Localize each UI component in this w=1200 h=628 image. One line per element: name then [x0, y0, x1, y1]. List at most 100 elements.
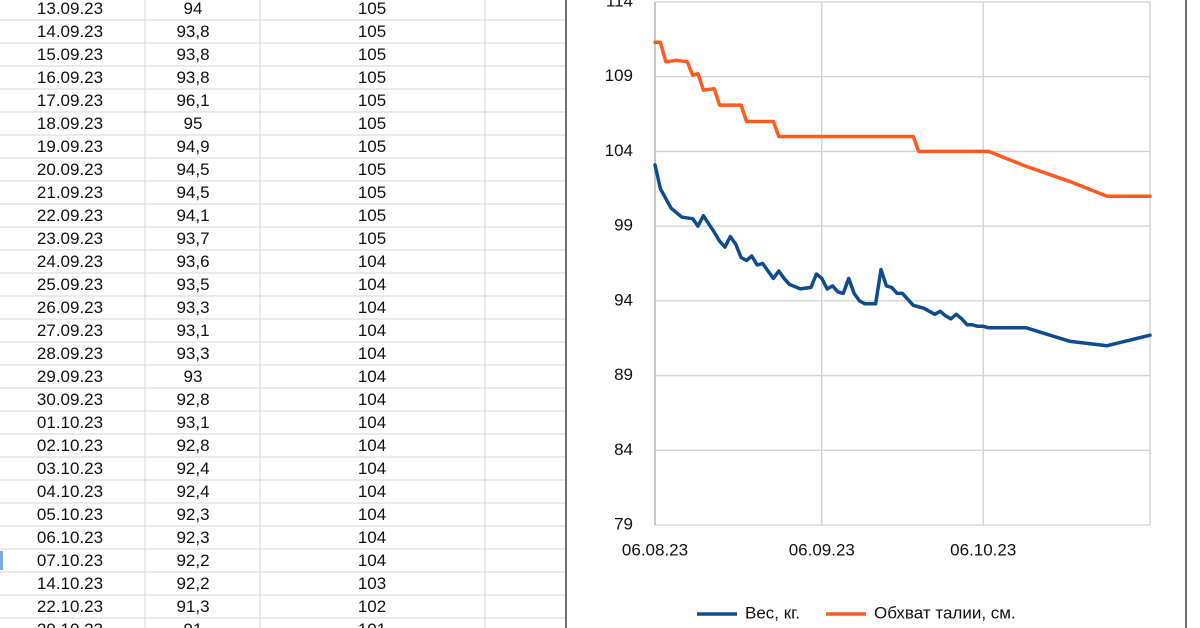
- cell-text: 101: [358, 620, 386, 628]
- cell-text: 94,9: [176, 137, 209, 156]
- cell-text: 104: [358, 528, 386, 547]
- cell-text: 104: [358, 551, 386, 570]
- cell-text: 22.09.23: [37, 206, 103, 225]
- cell-text: 104: [358, 344, 386, 363]
- cell-text: 93: [184, 367, 203, 386]
- cell-text: 94: [184, 0, 203, 18]
- cell-text: 91: [184, 620, 203, 628]
- cell-text: 19.09.23: [37, 137, 103, 156]
- cell-text: 29.10.23: [37, 620, 103, 628]
- cell-text: 93,3: [176, 344, 209, 363]
- x-tick-label: 06.08.23: [622, 540, 688, 559]
- cell-text: 14.10.23: [37, 574, 103, 593]
- cell-text: 104: [358, 413, 386, 432]
- cell-text: 14.09.23: [37, 22, 103, 41]
- cell-text: 93,1: [176, 321, 209, 340]
- cell-text: 92,2: [176, 551, 209, 570]
- cell-text: 06.10.23: [37, 528, 103, 547]
- cell-text: 94,5: [176, 183, 209, 202]
- cell-text: 96,1: [176, 91, 209, 110]
- cell-text: 93,8: [176, 22, 209, 41]
- y-tick-label: 89: [614, 365, 633, 384]
- cell-text: 105: [358, 0, 386, 18]
- cell-text: 93,3: [176, 298, 209, 317]
- chart: 79 84 89 94 99 104 109 114 06.08.23 06.09.23 06.10…: [605, 0, 1152, 622]
- y-tick-label: 114: [606, 0, 633, 10]
- cell-text: 104: [358, 252, 386, 271]
- cell-text: 93,5: [176, 275, 209, 294]
- cell-text: 03.10.23: [37, 459, 103, 478]
- cell-text: 21.09.23: [37, 183, 103, 202]
- spreadsheet: 13.09.23 94 105 14.09.23 93,8 105 15.09.23 93,8…: [0, 0, 566, 628]
- cell-text: 92,4: [176, 459, 209, 478]
- cell-text: 105: [358, 114, 386, 133]
- legend-label: Вес, кг.: [745, 603, 800, 622]
- cell-text: 20.09.23: [37, 160, 103, 179]
- cell-text: 04.10.23: [37, 482, 103, 501]
- cell-text: 102: [358, 597, 386, 616]
- x-tick-label: 06.09.23: [789, 540, 855, 559]
- cell-text: 28.09.23: [37, 344, 103, 363]
- cell-text: 105: [358, 183, 386, 202]
- cell-text: 104: [358, 298, 386, 317]
- y-tick-label: 79: [614, 514, 633, 533]
- cell-text: 13.09.23: [37, 0, 103, 18]
- cell-text: 92,3: [176, 505, 209, 524]
- cell-text: 22.10.23: [37, 597, 103, 616]
- cell-text: 93,8: [176, 68, 209, 87]
- cell-text: 02.10.23: [37, 436, 103, 455]
- cell-text: 94,5: [176, 160, 209, 179]
- cell-text: 91,3: [176, 597, 209, 616]
- cell-text: 104: [358, 505, 386, 524]
- cell-text: 17.09.23: [37, 91, 103, 110]
- cell-text: 15.09.23: [37, 45, 103, 64]
- cell-text: 29.09.23: [37, 367, 103, 386]
- y-tick-label: 94: [614, 290, 633, 309]
- cell-text: 93,1: [176, 413, 209, 432]
- legend-label: Обхват талии, см.: [874, 603, 1016, 622]
- cell-text: 05.10.23: [37, 505, 103, 524]
- y-tick-label: 99: [614, 216, 633, 235]
- cell-text: 105: [358, 229, 386, 248]
- cell-text: 93,7: [176, 229, 209, 248]
- cell-text: 103: [358, 574, 386, 593]
- cell-text: 27.09.23: [37, 321, 103, 340]
- cell-text: 104: [358, 275, 386, 294]
- cell-text: 25.09.23: [37, 275, 103, 294]
- cell-text: 105: [358, 160, 386, 179]
- cell-text: 94,1: [176, 206, 209, 225]
- cell-text: 93,6: [176, 252, 209, 271]
- cell-text: 105: [358, 137, 386, 156]
- cell-text: 24.09.23: [37, 252, 103, 271]
- y-tick-label: 109: [605, 66, 633, 85]
- chart-frame: [565, 0, 1187, 628]
- y-tick-label: 84: [614, 440, 633, 459]
- x-tick-label: 06.10.23: [950, 540, 1016, 559]
- cell-text: 105: [358, 91, 386, 110]
- cell-text: 104: [358, 459, 386, 478]
- cell-text: 92,3: [176, 528, 209, 547]
- cell-text: 07.10.23: [37, 551, 103, 570]
- cell-text: 105: [358, 22, 386, 41]
- cell-text: 23.09.23: [37, 229, 103, 248]
- cell-text: 92,8: [176, 436, 209, 455]
- cell-text: 104: [358, 390, 386, 409]
- cell-text: 105: [358, 68, 386, 87]
- cell-text: 93,8: [176, 45, 209, 64]
- cell-text: 104: [358, 367, 386, 386]
- selection-marker: [0, 551, 3, 570]
- cell-text: 18.09.23: [37, 114, 103, 133]
- cell-text: 16.09.23: [37, 68, 103, 87]
- cell-text: 92,2: [176, 574, 209, 593]
- series-line: [653, 163, 1152, 348]
- cell-text: 92,8: [176, 390, 209, 409]
- y-tick-label: 104: [605, 141, 633, 160]
- cell-text: 92,4: [176, 482, 209, 501]
- cell-text: 104: [358, 436, 386, 455]
- cell-text: 105: [358, 206, 386, 225]
- cell-text: 01.10.23: [37, 413, 103, 432]
- cell-text: 104: [358, 321, 386, 340]
- series-line: [653, 40, 1152, 199]
- cell-text: 26.09.23: [37, 298, 103, 317]
